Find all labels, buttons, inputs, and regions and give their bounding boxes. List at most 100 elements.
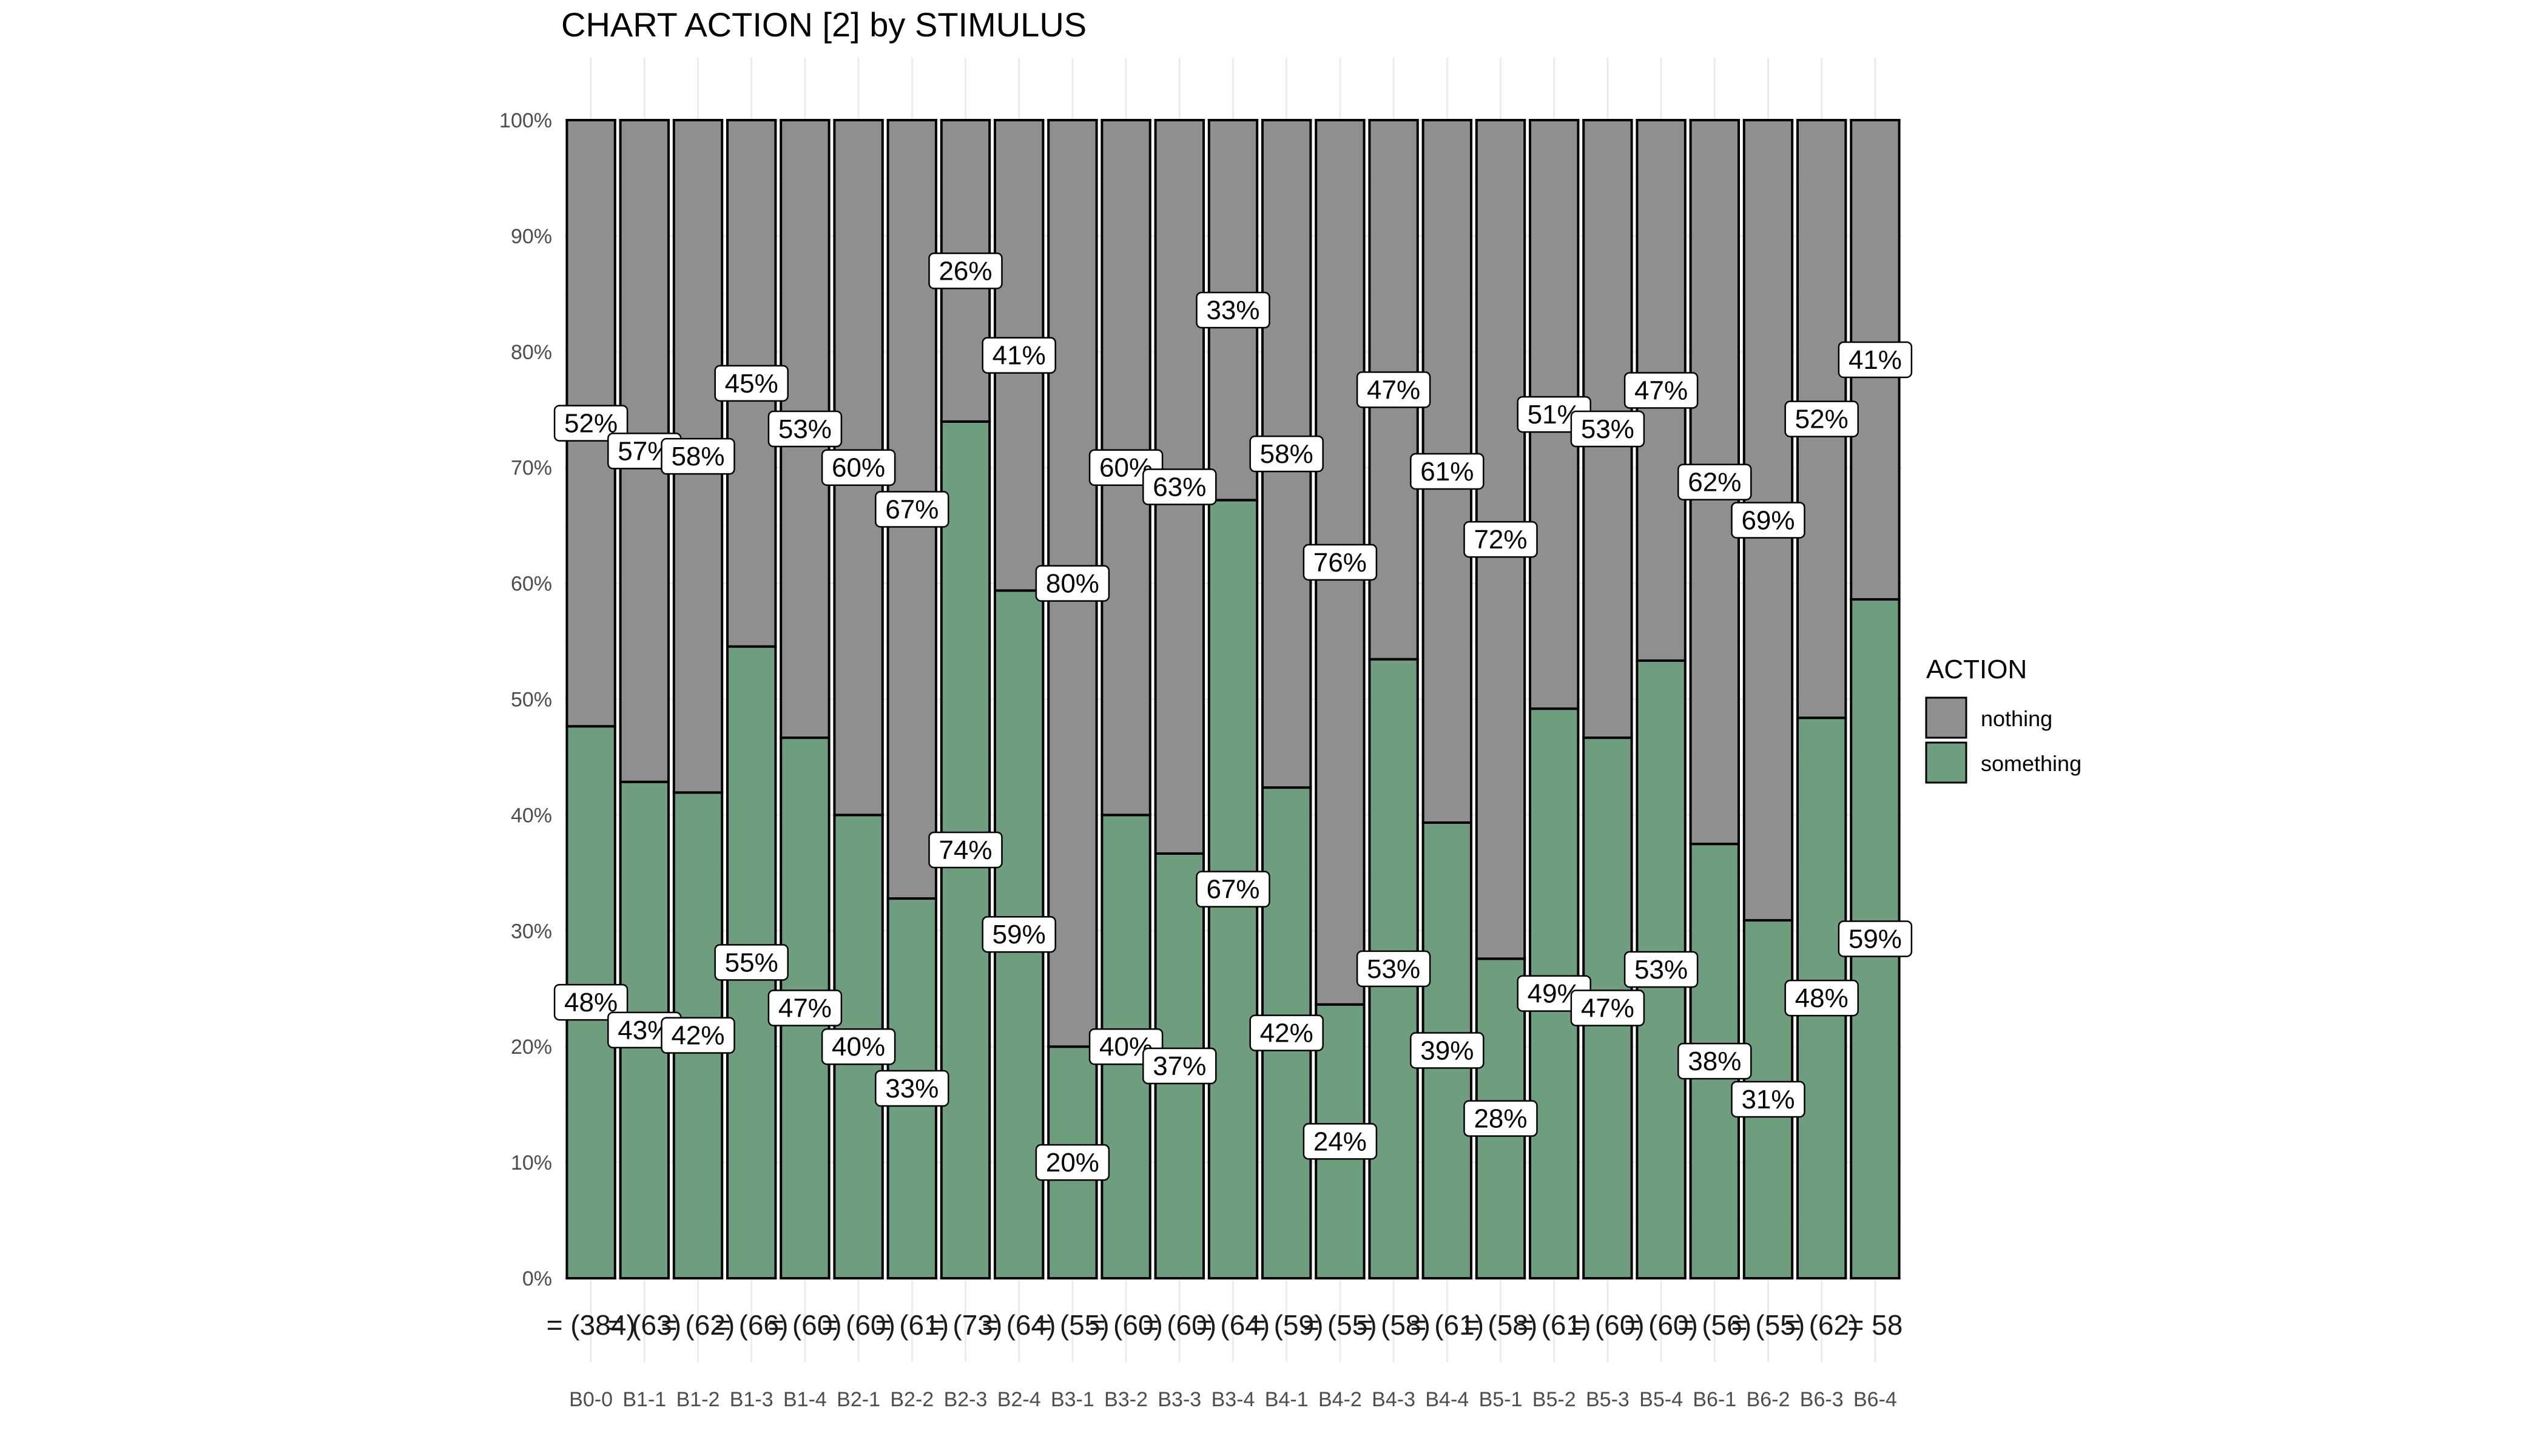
svg-text:72%: 72% (1474, 525, 1527, 554)
sample-size-label: = (73) (929, 1309, 1002, 1341)
sample-size-label: = 58 (1847, 1309, 1903, 1341)
svg-text:47%: 47% (778, 994, 832, 1023)
data-label: 63% (1142, 468, 1217, 505)
svg-text:53%: 53% (1367, 954, 1420, 984)
svg-text:41%: 41% (993, 341, 1046, 371)
x-tick-label: B1-4 (783, 1388, 827, 1411)
data-label: 58% (1249, 435, 1324, 473)
data-label: 69% (1731, 502, 1805, 539)
sample-size-labels: = (384)= (63)= (62)= (66)= (60)= (60)= (… (547, 1309, 1903, 1341)
legend-key-nothing (1925, 696, 1967, 739)
y-tick-label: 40% (511, 804, 552, 827)
data-label: 41% (1838, 341, 1913, 379)
svg-text:53%: 53% (1634, 955, 1688, 985)
data-label: 41% (982, 337, 1056, 374)
sample-size-label: = (66) (715, 1309, 788, 1341)
x-tick-label: B5-1 (1479, 1388, 1523, 1411)
data-label: 76% (1303, 544, 1378, 581)
svg-text:80%: 80% (1046, 569, 1099, 599)
y-tick-label: 100% (499, 109, 552, 132)
data-label: 28% (1463, 1100, 1538, 1137)
x-tick-label: B5-2 (1532, 1388, 1576, 1411)
svg-text:48%: 48% (1795, 983, 1849, 1013)
x-tick-label: B4-4 (1425, 1388, 1469, 1411)
data-label: 33% (1196, 291, 1270, 329)
svg-text:55%: 55% (725, 948, 778, 977)
svg-text:41%: 41% (1849, 345, 1902, 375)
svg-text:67%: 67% (885, 495, 939, 525)
svg-text:58%: 58% (671, 442, 724, 471)
sample-size-label: = (56) (1678, 1309, 1751, 1341)
data-label: 47% (1356, 371, 1431, 408)
y-tick-label: 70% (511, 457, 552, 480)
sample-size-label: = (58) (1357, 1309, 1430, 1341)
sample-size-label: = (60) (1571, 1309, 1644, 1341)
svg-text:69%: 69% (1741, 505, 1795, 535)
sample-size-label: = (58) (1464, 1309, 1537, 1341)
y-tick-label: 60% (511, 573, 552, 596)
x-tick-label: B1-3 (730, 1388, 774, 1411)
data-label: 31% (1731, 1080, 1805, 1118)
x-tick-label: B4-3 (1372, 1388, 1415, 1411)
y-tick-label: 20% (511, 1036, 552, 1059)
data-label: 39% (1410, 1032, 1485, 1069)
sample-size-label: = (55) (1036, 1309, 1109, 1341)
svg-text:76%: 76% (1313, 548, 1367, 578)
svg-text:59%: 59% (1849, 924, 1902, 954)
x-tick-label: B2-3 (944, 1388, 988, 1411)
x-tick-label: B6-2 (1747, 1388, 1790, 1411)
y-tick-label: 90% (511, 225, 552, 248)
x-tick-label: B6-3 (1800, 1388, 1844, 1411)
data-label: 72% (1463, 521, 1538, 558)
sample-size-label: = (64) (1196, 1309, 1270, 1341)
x-tick-label: B6-4 (1853, 1388, 1897, 1411)
y-tick-label: 10% (511, 1151, 552, 1175)
x-tick-label: B6-1 (1693, 1388, 1736, 1411)
svg-text:61%: 61% (1420, 457, 1474, 487)
sample-size-label: = (55) (1303, 1309, 1377, 1341)
x-tick-label: B0-0 (569, 1388, 613, 1411)
data-label: 48% (553, 983, 629, 1021)
svg-text:53%: 53% (1581, 414, 1634, 444)
svg-text:74%: 74% (939, 835, 992, 865)
sample-size-label: = (60) (1624, 1309, 1697, 1341)
svg-text:38%: 38% (1688, 1046, 1741, 1076)
data-label: 53% (1623, 951, 1699, 988)
data-label: 42% (1249, 1014, 1324, 1051)
svg-text:47%: 47% (1581, 994, 1634, 1023)
x-tick-label: B5-4 (1639, 1388, 1683, 1411)
x-tick-label: B4-1 (1265, 1388, 1309, 1411)
svg-text:24%: 24% (1313, 1127, 1367, 1156)
data-label: 47% (1570, 989, 1645, 1026)
data-label: 59% (982, 915, 1056, 953)
x-tick-label: B1-2 (676, 1388, 720, 1411)
data-label: 52% (1784, 400, 1859, 437)
y-axis: 0% 10% 20% 30% 40% 50% 60% 70% 80% 90% 100% (499, 109, 552, 1290)
data-label: 37% (1142, 1047, 1217, 1085)
x-tick-label: B2-1 (837, 1388, 880, 1411)
sample-size-label: = (60) (1143, 1309, 1216, 1341)
data-label: 80% (1035, 565, 1110, 602)
chart-title: CHART ACTION [2] by STIMULUS (561, 5, 1087, 44)
sample-size-label: = (64) (982, 1309, 1056, 1341)
sample-size-label: = (61) (1517, 1309, 1591, 1341)
data-label: 24% (1303, 1123, 1378, 1160)
svg-text:59%: 59% (993, 920, 1046, 949)
svg-text:47%: 47% (1634, 376, 1688, 405)
svg-text:58%: 58% (1260, 439, 1313, 469)
data-label: 67% (1196, 871, 1270, 908)
x-tick-label: B2-4 (997, 1388, 1041, 1411)
svg-text:33%: 33% (885, 1074, 939, 1104)
sample-size-label: = (63) (608, 1309, 681, 1341)
legend-label-nothing: nothing (1981, 706, 2052, 731)
sample-size-label: = (62) (661, 1309, 735, 1341)
y-tick-label: 30% (511, 920, 552, 943)
y-tick-label: 50% (511, 689, 552, 712)
svg-text:47%: 47% (1367, 375, 1420, 405)
svg-text:40%: 40% (832, 1032, 885, 1062)
sample-size-label: = (55) (1731, 1309, 1805, 1341)
data-label: 60% (821, 449, 896, 486)
legend-title: ACTION (1926, 655, 2027, 684)
x-tick-label: B3-1 (1051, 1388, 1094, 1411)
data-label: 40% (821, 1028, 896, 1065)
